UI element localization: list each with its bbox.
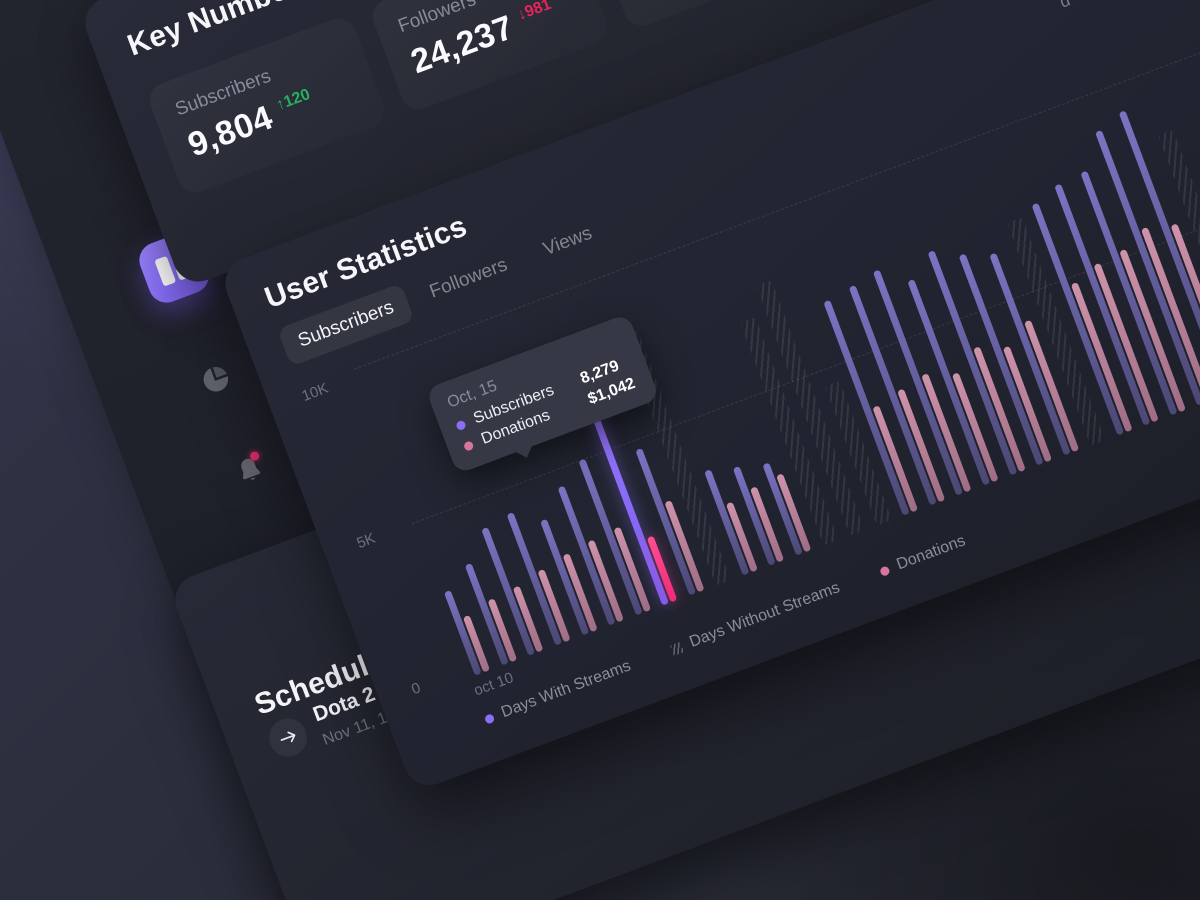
pink-dot-icon bbox=[462, 439, 475, 452]
hatch-square-icon bbox=[669, 641, 684, 656]
stat-delta: ↓981 bbox=[515, 0, 554, 24]
arrow-right-icon[interactable] bbox=[263, 713, 313, 763]
y-tick-left: 10K bbox=[299, 379, 331, 406]
range-w[interactable]: w bbox=[1078, 0, 1122, 10]
pink-dot-icon bbox=[879, 564, 891, 577]
y-tick-left: 5K bbox=[354, 529, 378, 552]
purple-dot-icon bbox=[483, 712, 496, 725]
y-tick-left: 0 bbox=[409, 679, 423, 699]
sidebar-item-analytics[interactable] bbox=[182, 346, 249, 413]
range-d[interactable]: d bbox=[1057, 0, 1073, 12]
stat-card-views[interactable]: Views +128,114 ↑1,641 bbox=[590, 0, 836, 31]
list-item[interactable]: Dota 2 Stream Nov 11, 10:30 pm bbox=[262, 655, 459, 767]
pie-chart-icon bbox=[197, 360, 236, 399]
tab-views[interactable]: Views bbox=[540, 222, 595, 261]
sidebar-item-notifications[interactable] bbox=[217, 438, 284, 505]
stat-delta: ↑120 bbox=[274, 85, 313, 114]
time-range-selector: d w m 6m y bbox=[1044, 0, 1200, 23]
stat-card-followers[interactable]: Followers 24,237 ↓981 bbox=[367, 0, 613, 115]
bell-icon bbox=[232, 452, 269, 490]
purple-dot-icon bbox=[455, 419, 467, 431]
